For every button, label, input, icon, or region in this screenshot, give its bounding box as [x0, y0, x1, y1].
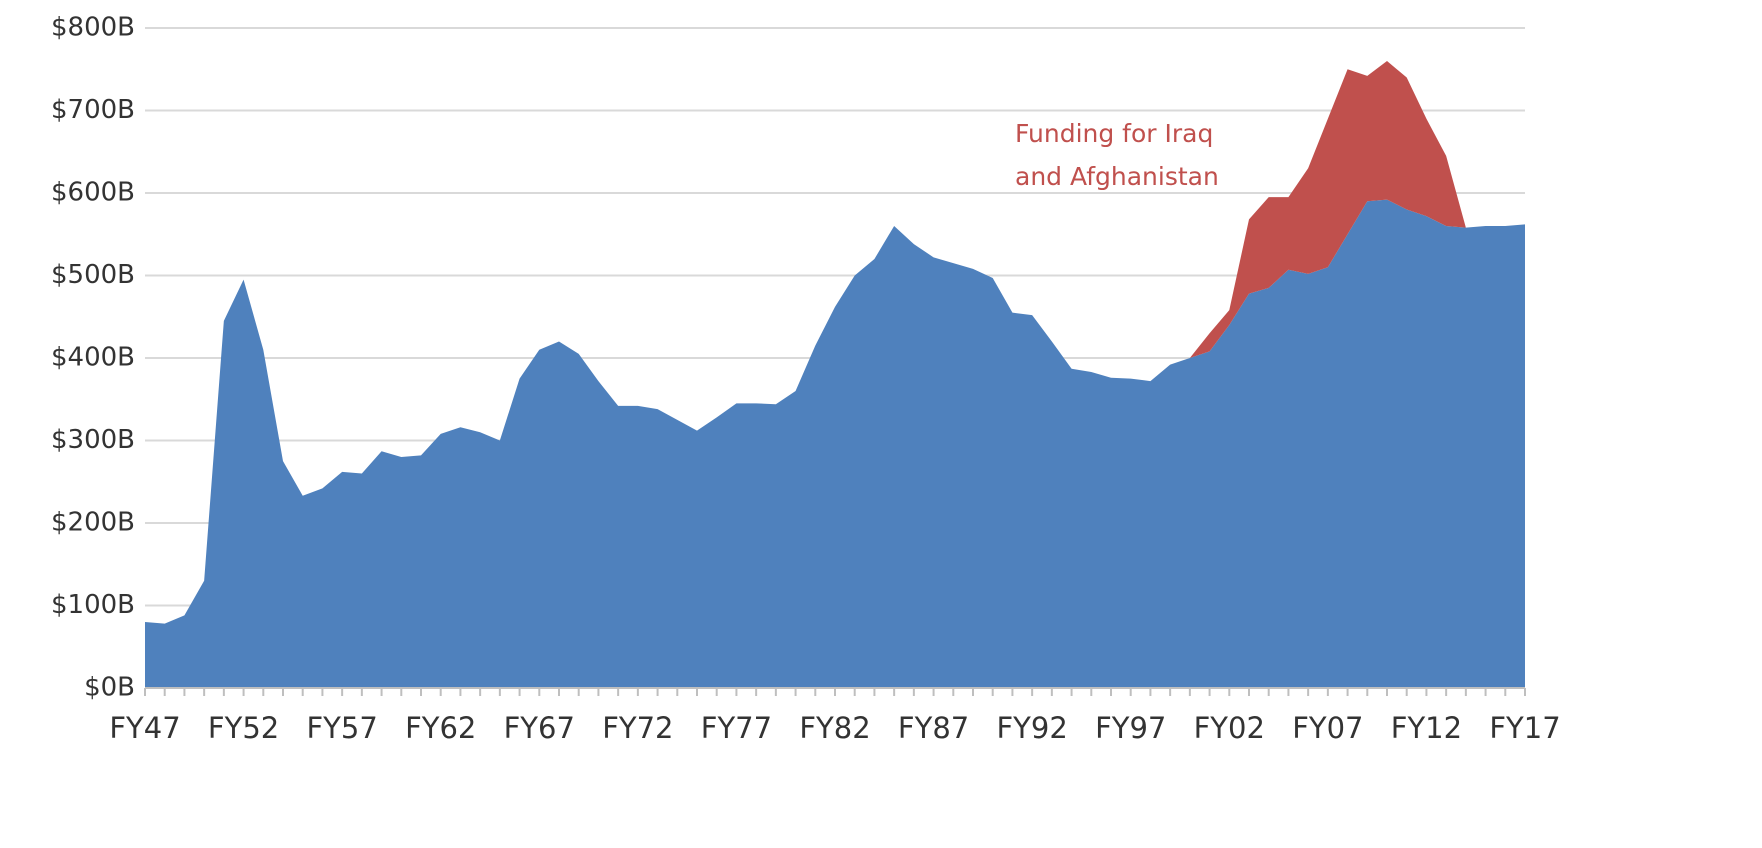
x-tick-label: FY17 [1489, 711, 1560, 745]
y-tick-label: $400B [51, 343, 135, 373]
x-tick-label: FY12 [1391, 711, 1462, 745]
y-tick-label: $300B [51, 425, 135, 455]
y-tick-label: $0B [84, 673, 135, 703]
x-tick-label: FY82 [799, 711, 870, 745]
x-tick-label: FY62 [405, 711, 476, 745]
x-tick-label: FY87 [898, 711, 969, 745]
x-tick-label: FY52 [208, 711, 279, 745]
x-tick-label: FY02 [1194, 711, 1265, 745]
x-tick-label: FY67 [504, 711, 575, 745]
area [145, 199, 1525, 688]
x-tick-label: FY47 [109, 711, 180, 745]
y-tick-label: $700B [51, 95, 135, 125]
annotation: and Afghanistan [1015, 162, 1219, 191]
y-tick-label: $600B [51, 178, 135, 208]
x-tick-label: FY07 [1292, 711, 1363, 745]
x-tick-label: FY97 [1095, 711, 1166, 745]
y-tick-label: $500B [51, 260, 135, 290]
y-tick-label: $200B [51, 508, 135, 538]
x-tick-label: FY92 [996, 711, 1067, 745]
y-tick-label: $800B [51, 13, 135, 43]
x-tick-label: FY57 [306, 711, 377, 745]
x-tick-label: FY72 [602, 711, 673, 745]
annotation: Funding for Iraq [1015, 119, 1213, 148]
plot: $0B $100B $200B $300B $400B $500B $600B $700B $8… [51, 13, 1561, 746]
area [145, 61, 1525, 624]
y-tick-label: $100B [51, 590, 135, 620]
x-tick-label: FY77 [701, 711, 772, 745]
